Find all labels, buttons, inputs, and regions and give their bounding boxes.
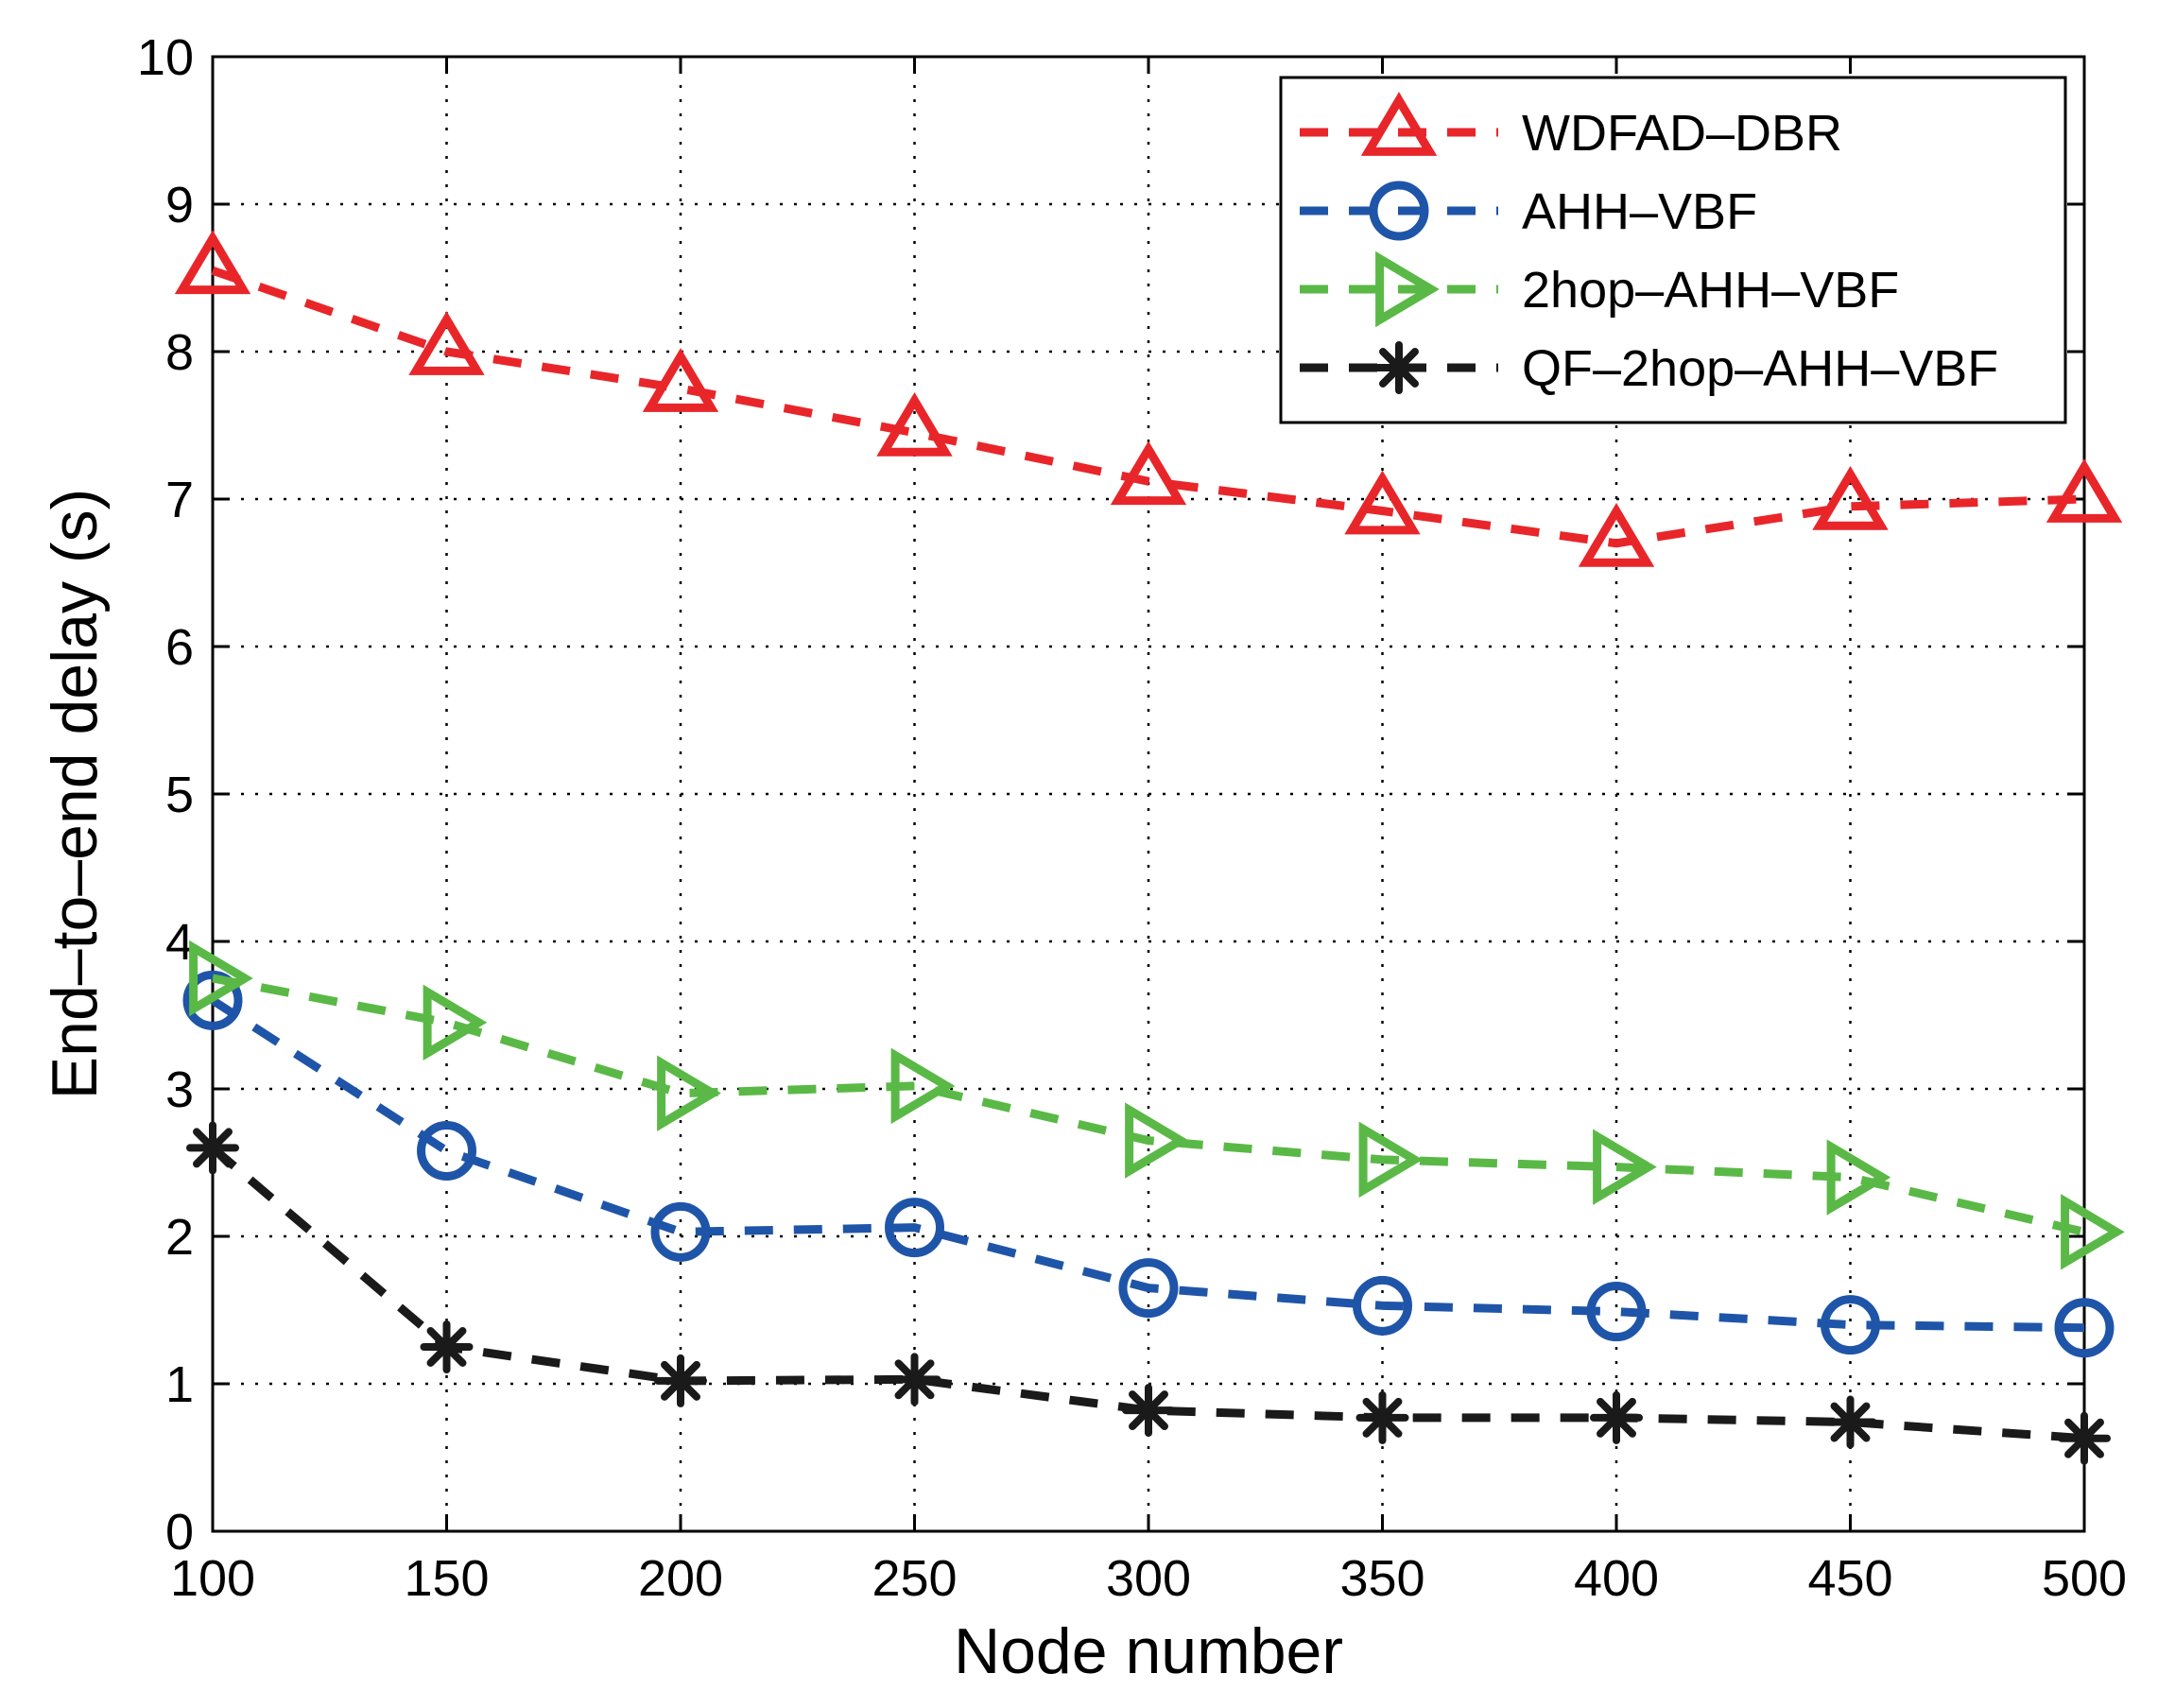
x-tick-label: 350 <box>1339 1550 1424 1607</box>
axis-ticks: 100 150 200 250 300 350 400 450 500 0 1 2 3 4 5 6 7 8 9 10 <box>137 29 2127 1607</box>
x-axis-title: Node number <box>954 1615 1343 1687</box>
asterisk-stroke <box>1597 1397 1636 1438</box>
asterisk-stroke <box>193 1128 233 1168</box>
y-tick-label: 10 <box>137 29 194 86</box>
legend-entry-0: WDFAD–DBR <box>1300 92 1842 162</box>
data-point-marker <box>1586 1282 1647 1342</box>
data-point-marker <box>888 1353 941 1406</box>
legend-label: 2hop–AHH–VBF <box>1522 262 1899 319</box>
asterisk-stroke <box>2064 1418 2104 1458</box>
data-point-marker <box>1578 502 1655 567</box>
y-tick-label: 2 <box>165 1209 194 1266</box>
y-tick-label: 3 <box>165 1061 194 1118</box>
data-point-marker <box>1821 1295 1880 1355</box>
x-tick-label: 450 <box>1807 1550 1892 1607</box>
data-point-marker <box>1344 470 1421 535</box>
data-point-marker <box>1590 1390 1643 1444</box>
y-tick-label: 1 <box>165 1356 194 1413</box>
legend-entry-2: 2hop–AHH–VBF <box>1300 250 1899 328</box>
data-point-marker <box>1118 1258 1179 1319</box>
legend-entry-3: QF–2hop–AHH–VBF <box>1300 340 1998 397</box>
data-point-marker <box>174 230 251 295</box>
data-point-marker <box>876 391 953 457</box>
data-point-marker <box>1355 1390 1409 1444</box>
data-series <box>174 230 2125 1465</box>
data-point-marker <box>654 1354 707 1407</box>
y-tick-label: 4 <box>165 914 194 971</box>
data-point-marker <box>189 940 253 1017</box>
legend: WDFAD–DBR AHH–VBF 2hop–AHH–VBF QF–2hop–AHH–… <box>1279 76 2067 424</box>
y-tick-label: 6 <box>165 619 194 676</box>
x-tick-label: 200 <box>638 1550 723 1607</box>
data-point-marker <box>1823 1395 1877 1449</box>
asterisk-stroke <box>426 1327 467 1367</box>
y-tick-label: 8 <box>165 324 194 381</box>
data-point-marker <box>885 1198 944 1258</box>
legend-label: QF–2hop–AHH–VBF <box>1522 340 1998 397</box>
series-2 <box>189 940 2125 1270</box>
asterisk-stroke <box>1362 1397 1403 1438</box>
data-point-marker <box>1826 1139 1891 1216</box>
data-point-marker <box>408 311 485 375</box>
series-3 <box>186 1121 2111 1465</box>
y-tick-label: 0 <box>165 1504 194 1561</box>
series-line <box>211 266 2085 548</box>
legend-label: WDFAD–DBR <box>1522 105 1842 162</box>
legend-marker <box>1369 181 1429 241</box>
data-point-marker <box>650 1201 711 1262</box>
y-tick-label: 5 <box>165 767 194 823</box>
data-point-marker <box>1110 440 1187 506</box>
asterisk-stroke <box>1129 1390 1168 1431</box>
series-1 <box>182 970 2115 1358</box>
legend-entry-1: AHH–VBF <box>1300 181 1757 241</box>
x-tick-label: 400 <box>1574 1550 1659 1607</box>
data-point-marker <box>890 1047 956 1125</box>
series-0 <box>174 230 2123 567</box>
data-point-marker <box>642 348 719 412</box>
y-tick-label: 7 <box>165 472 194 528</box>
asterisk-stroke <box>661 1360 700 1401</box>
data-point-marker <box>186 1121 239 1175</box>
data-point-marker <box>1122 1384 1175 1438</box>
series-line <box>210 996 2085 1333</box>
y-tick-label: 9 <box>165 177 194 233</box>
data-point-marker <box>423 984 488 1061</box>
data-point-marker <box>2058 1411 2111 1465</box>
data-point-marker <box>182 970 243 1030</box>
data-point-marker <box>1812 465 1889 530</box>
x-tick-label: 250 <box>872 1550 957 1607</box>
x-tick-label: 150 <box>404 1550 489 1607</box>
legend-marker <box>1360 92 1438 156</box>
data-point-marker <box>2046 458 2123 523</box>
y-axis-title: End–to–end delay (s) <box>39 489 111 1099</box>
data-point-marker <box>657 1055 721 1131</box>
data-point-marker <box>1358 1121 1424 1199</box>
asterisk-stroke <box>894 1359 935 1400</box>
x-tick-label: 500 <box>2042 1550 2127 1607</box>
data-point-marker <box>417 1121 476 1182</box>
data-point-marker <box>2061 1194 2125 1270</box>
x-tick-label: 100 <box>170 1550 255 1607</box>
data-point-marker <box>1593 1129 1657 1205</box>
asterisk-stroke <box>1830 1402 1871 1442</box>
data-point-marker <box>1353 1275 1412 1336</box>
legend-marker <box>1375 250 1440 328</box>
series-line <box>212 974 2086 1236</box>
legend-marker <box>1372 341 1425 394</box>
legend-label: AHH–VBF <box>1522 183 1757 240</box>
asterisk-stroke <box>1379 348 1419 388</box>
data-point-marker <box>420 1320 474 1373</box>
data-point-marker <box>1125 1102 1189 1179</box>
data-point-marker <box>2054 1298 2115 1358</box>
x-tick-label: 300 <box>1106 1550 1191 1607</box>
series-line <box>210 1144 2085 1443</box>
